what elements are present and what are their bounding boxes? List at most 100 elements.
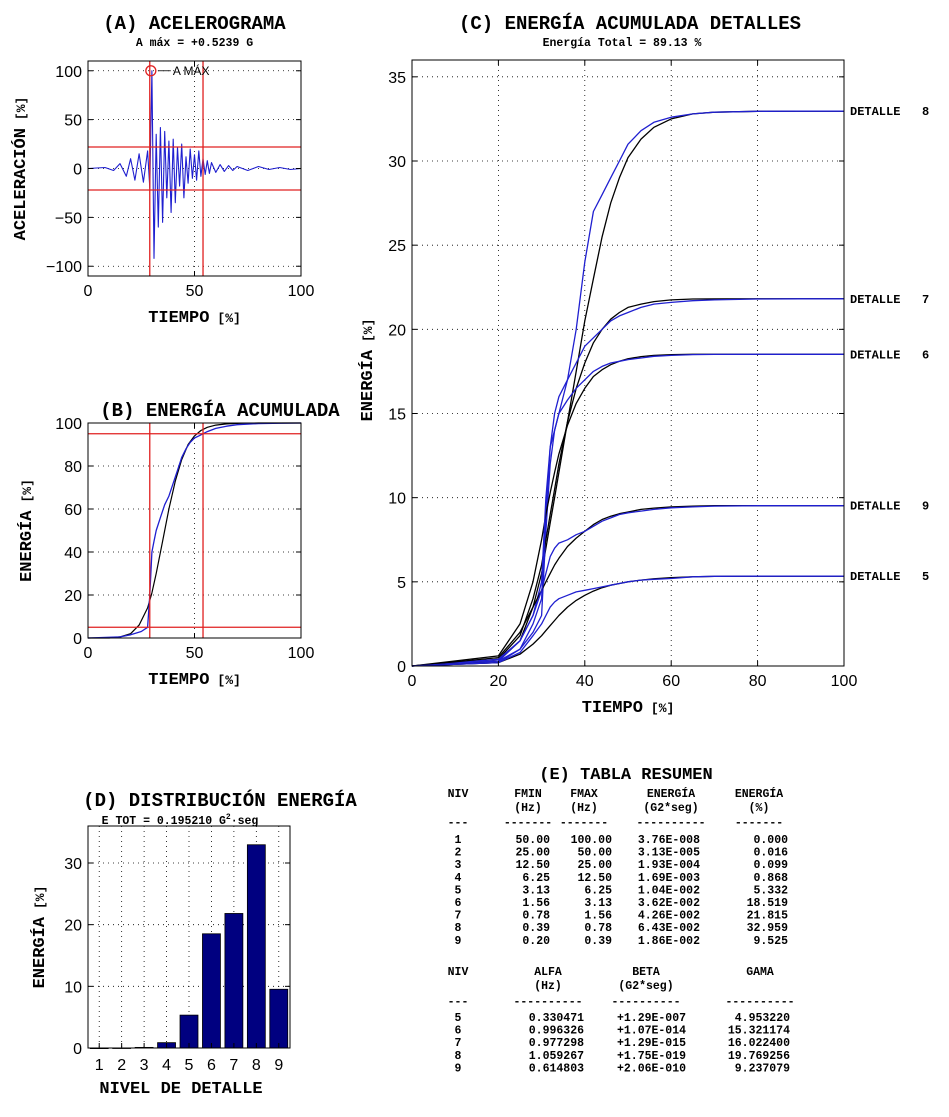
table-cell: 0.868 [753, 872, 788, 885]
table-header-unit: (G2*seg) [643, 802, 698, 815]
table-cell: 5 [455, 884, 462, 897]
chart-b-xlabel-unit: [%] [217, 673, 240, 688]
table-cell: 0.20 [522, 935, 550, 948]
chart-c-ytick-label: 20 [388, 322, 406, 339]
chart-c-detail-line [411, 575, 844, 667]
chart-a-title: (A) ACELEROGRAMA [103, 13, 286, 35]
chart-d-ytick-label: 10 [64, 979, 82, 996]
chart-c-detail-line [411, 110, 844, 667]
table-cell: 1.04E-002 [638, 884, 700, 897]
chart-d-xlabel: NIVEL DE DETALLE [99, 1080, 262, 1099]
chart-a-ylabel: ACELERACIÓN [%] [11, 97, 31, 241]
table-cell: 1 [455, 834, 462, 847]
chart-d-bar [202, 933, 221, 1049]
chart-d-ylabel-text: ENERGÍA [30, 916, 50, 988]
table-cell: 0.39 [584, 935, 612, 948]
chart-b-energy-line [87, 422, 302, 639]
chart-c-xtick-label: 0 [408, 673, 417, 690]
table-header: NIV [448, 966, 469, 979]
table-cell: 12.50 [577, 872, 612, 885]
chart-a-xlabel: TIEMPO [%] [148, 309, 241, 328]
chart-a-ylabel-text: ACELERACIÓN [11, 128, 31, 240]
chart-a-xlabel-unit: [%] [217, 311, 240, 326]
chart-a-ytick-label: 100 [55, 64, 82, 81]
chart-c-ylabel: ENERGÍA [%] [358, 319, 378, 422]
chart-c-series-label: DETALLE 7 [850, 293, 929, 307]
chart-d-bar [246, 844, 266, 1049]
chart-a: (A) ACELEROGRAMA A máx = +0.5239 G A MÁX TI… [11, 13, 302, 328]
table-separator: ---------- [513, 996, 582, 1009]
chart-c-plot-area [412, 60, 844, 666]
chart-c-title: (C) ENERGÍA ACUMULADA DETALLES [459, 13, 801, 35]
chart-a-amax-marker [145, 65, 157, 77]
table-cell: +1.29E-015 [617, 1037, 686, 1050]
chart-d-xtick-label: 6 [207, 1057, 216, 1074]
table-cell: 0.330471 [529, 1012, 584, 1025]
chart-b-fit-line [88, 422, 301, 639]
chart-c-ytick-label: 35 [388, 70, 406, 87]
chart-d-xtick-label: 4 [162, 1057, 171, 1074]
table-cell: 16.022400 [728, 1037, 790, 1050]
chart-c-ytick-label: 0 [397, 659, 406, 676]
chart-c-xlabel: TIEMPO [%] [582, 699, 675, 718]
chart-d-ylabel-unit: [%] [33, 886, 48, 909]
table-separator: --- [448, 817, 469, 830]
chart-c-xtick-label: 60 [662, 673, 680, 690]
chart-c-series-label: DETALLE 5 [850, 570, 929, 584]
table-header: NIV [448, 788, 469, 801]
table-cell: 6.25 [522, 872, 550, 885]
table-cell: 8 [455, 1050, 462, 1063]
table-cell: 6.43E-002 [638, 922, 700, 935]
table-cell: 25.00 [515, 847, 550, 860]
table-cell: 3 [455, 859, 462, 872]
table-cell: 21.815 [747, 910, 789, 923]
table-cell: 0.016 [753, 847, 788, 860]
table-cell: 4.26E-002 [638, 910, 700, 923]
table-cell: 1.86E-002 [638, 935, 700, 948]
table-cell: 32.959 [747, 922, 789, 935]
chart-c-xtick-label: 100 [831, 673, 858, 690]
table-cell: 0.614803 [529, 1062, 584, 1075]
chart-a-ytick-label: −100 [46, 259, 82, 276]
table-cell: 19.769256 [728, 1050, 790, 1063]
chart-c-detail-line [411, 353, 844, 667]
table-header: BETA [632, 966, 660, 979]
table-cell: 1.93E-004 [638, 859, 700, 872]
table-header: ENERGÍA [647, 787, 695, 801]
chart-b-xlabel-text: TIEMPO [148, 671, 209, 690]
table-header: ALFA [534, 966, 562, 979]
table-cell: 100.00 [571, 834, 613, 847]
chart-b-ylabel: ENERGÍA [%] [17, 479, 37, 582]
table-separator: ------- [735, 817, 783, 830]
table-cell: 9.525 [753, 935, 788, 948]
table-header: GAMA [746, 966, 774, 979]
chart-d-ylabel: ENERGÍA [%] [30, 886, 50, 989]
chart-d-title: (D) DISTRIBUCIÓN ENERGÍA [83, 790, 357, 812]
chart-d-xtick-label: 8 [252, 1057, 261, 1074]
chart-b-ylabel-unit: [%] [20, 479, 35, 502]
chart-c-ytick-label: 15 [388, 407, 406, 424]
chart-b-ylabel-text: ENERGÍA [17, 510, 37, 582]
table-cell: 15.321174 [728, 1025, 790, 1038]
table-separator: ------- [504, 817, 552, 830]
table-header-unit: (Hz) [514, 802, 542, 815]
table-cell: 3.76E-008 [638, 834, 700, 847]
chart-b-xtick-label: 50 [186, 645, 204, 662]
chart-d-xtick-label: 3 [140, 1057, 149, 1074]
chart-d-xtick-label: 9 [274, 1057, 283, 1074]
chart-d-ytick-label: 0 [73, 1041, 82, 1058]
table-cell: +1.75E-019 [617, 1050, 686, 1063]
chart-a-xtick-label: 50 [186, 283, 204, 300]
chart-c-ytick-label: 25 [388, 238, 406, 255]
table-cell: 8 [455, 922, 462, 935]
table-cell: +2.06E-010 [617, 1062, 686, 1075]
chart-c-detail-line [411, 298, 844, 667]
chart-c-series-label: DETALLE 8 [850, 105, 929, 119]
chart-c-fit-line [411, 298, 844, 667]
chart-c-ylabel-text: ENERGÍA [358, 349, 378, 421]
chart-c-frame [411, 59, 845, 667]
chart-d-ytick-label: 30 [64, 856, 82, 873]
table-cell: 3.13 [584, 897, 612, 910]
table-cell: 0.000 [753, 834, 788, 847]
